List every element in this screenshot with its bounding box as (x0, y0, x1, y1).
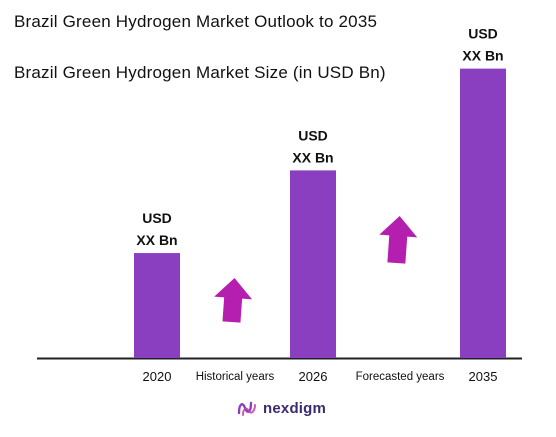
bar-data-label-2026-2: XX Bn (292, 149, 333, 165)
growth-arrow-icon-2 (379, 216, 418, 264)
bar-data-label-2035-1: USD (468, 26, 498, 42)
chart-subtitle: Brazil Green Hydrogen Market Size (in US… (14, 63, 386, 82)
arrows-layer (214, 216, 418, 323)
nexdigm-logo-icon (237, 401, 256, 416)
bar-data-label-2035-2: XX Bn (462, 48, 503, 64)
bar-data-label-2020-1: USD (142, 210, 172, 226)
nexdigm-logo: nexdigm (236, 399, 326, 417)
bar-2020 (134, 253, 180, 358)
growth-arrow-icon-1 (214, 278, 253, 323)
x-tick-label-2035: 2035 (469, 369, 498, 384)
chart-title: Brazil Green Hydrogen Market Outlook to … (14, 12, 378, 31)
bar-data-label-2020-2: XX Bn (136, 232, 177, 248)
labels-layer: USD XX Bn 2020 USD XX Bn 2026 USD XX Bn 2035 Hist… (136, 26, 503, 384)
period-label-1: Historical years (196, 371, 275, 383)
bars-layer (134, 68, 506, 359)
bar-2035 (460, 68, 506, 359)
x-tick-label-2020: 2020 (143, 369, 172, 384)
period-label-2: Forecasted years (356, 371, 445, 383)
bar-data-label-2026-1: USD (298, 127, 328, 143)
nexdigm-logo-text: nexdigm (263, 399, 327, 417)
bar-2026 (290, 170, 336, 358)
x-tick-label-2026: 2026 (299, 369, 328, 384)
